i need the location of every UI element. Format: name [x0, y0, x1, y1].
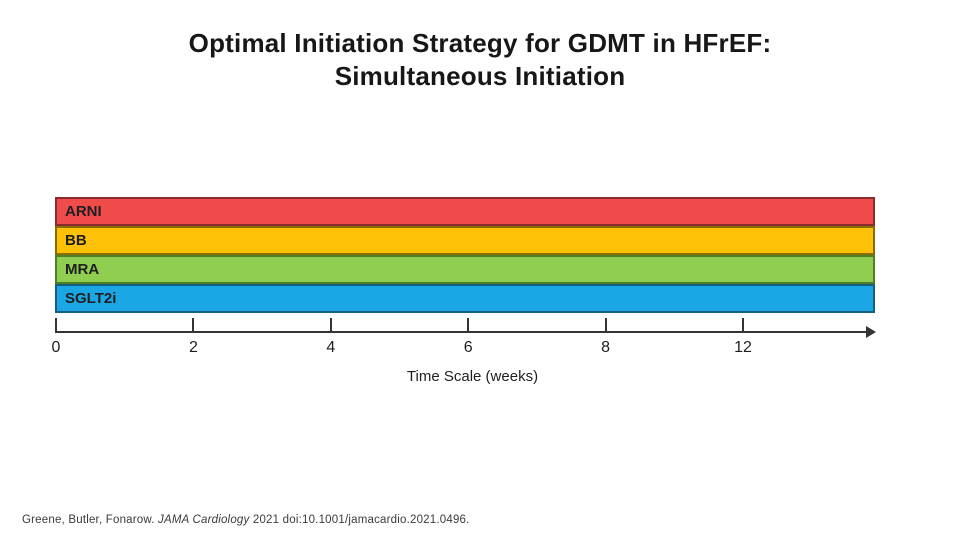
bar-bb: BB	[55, 226, 875, 255]
slide-title: Optimal Initiation Strategy for GDMT in …	[0, 27, 960, 92]
tick-mark-2	[192, 318, 195, 331]
bar-label-sglt2i: SGLT2i	[65, 290, 117, 307]
time-axis-line	[55, 331, 868, 333]
tick-mark-12	[742, 318, 744, 331]
tick-label-8: 8	[601, 339, 611, 356]
tick-mark-6	[467, 318, 470, 331]
tick-label-2: 2	[188, 339, 198, 356]
tick-label-0: 0	[51, 339, 61, 356]
bar-label-mra: MRA	[65, 261, 100, 278]
bar-mra: MRA	[55, 255, 875, 284]
citation-doi: 2021 doi:10.1001/jamacardio.2021.0496.	[249, 514, 470, 526]
tick-mark-8	[604, 318, 607, 331]
tick-label-6: 6	[463, 339, 473, 356]
citation-authors: Greene, Butler, Fonarow.	[22, 514, 159, 526]
citation-journal: JAMA Cardiology	[158, 514, 250, 526]
slide-title-line2: Simultaneous Initiation	[334, 60, 626, 91]
x-axis-label: Time Scale (weeks)	[406, 368, 539, 385]
tick-label-4: 4	[326, 339, 336, 356]
time-axis-arrowhead	[866, 326, 876, 338]
tick-mark-4	[329, 318, 332, 331]
bar-label-arni: ARNI	[65, 203, 102, 220]
bar-sglt2i: SGLT2i	[55, 284, 875, 313]
gdmt-bars-chart: ARNI BB MRA SGLT2i	[55, 197, 875, 313]
tick-mark-0	[55, 318, 57, 331]
tick-label-12: 12	[734, 339, 752, 356]
bar-label-bb: BB	[65, 232, 87, 249]
bar-arni: ARNI	[55, 197, 875, 226]
slide-title-line1: Optimal Initiation Strategy for GDMT in …	[188, 28, 772, 58]
citation: Greene, Butler, Fonarow. JAMA Cardiology…	[22, 514, 470, 526]
